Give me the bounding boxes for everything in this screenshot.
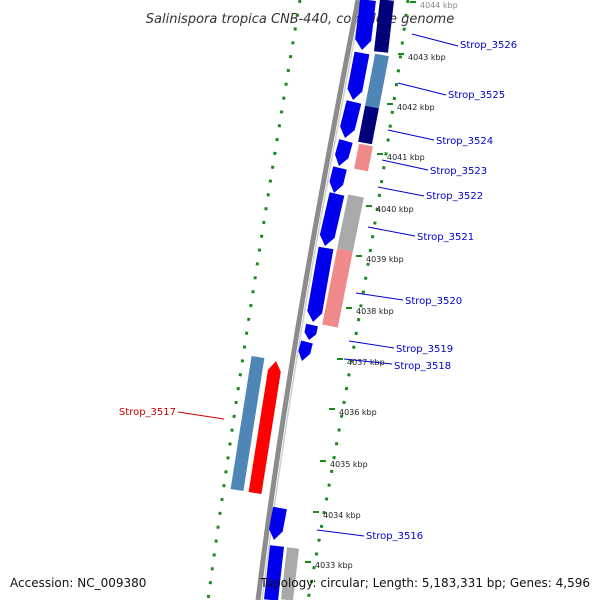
gene-block-gray [337,194,364,252]
gene-leader-line [381,159,429,171]
gene-block-steel [365,53,389,109]
gene-block-blue [298,340,313,361]
gene-block-blue [304,323,318,340]
gene-label[interactable]: Strop_3516 [366,531,423,542]
gene-block-steel [230,356,265,491]
gene-label[interactable]: Strop_3526 [460,40,517,51]
gene-label[interactable]: Strop_3520 [405,296,462,307]
gene-leader-line [343,358,393,365]
gene-leader-line [348,340,395,349]
scale-tick-label: 4036 kbp [339,408,377,417]
scale-tick-label: 4044 kbp [420,1,458,10]
gene-labels: Strop_3526 Strop_3525 Strop_3524 Strop_3523… [119,33,517,542]
gene-block-navy [358,105,379,145]
scale-tick-label: 4033 kbp [315,561,353,570]
gene-label[interactable]: Strop_3524 [436,136,493,147]
backbone-outer [255,0,361,600]
gene-block-blue [264,545,284,600]
gene-leader-line [411,33,459,47]
gene-block-blue [340,100,362,138]
inner-dotted-ring [306,0,410,600]
gene-block-blue [269,506,287,540]
gene-leader-line [316,529,365,537]
scale-tick-label: 4037 kbp [347,358,385,367]
gene-leader-line [387,129,435,141]
scale-tick-label: 4041 kbp [387,153,425,162]
gene-block-blue [335,139,353,166]
gene-label[interactable]: Strop_3525 [448,90,505,101]
map-title: Salinispora tropica CNB-440, complete ge… [146,12,454,27]
gene-leader-line [177,411,225,420]
gene-label[interactable]: Strop_3522 [426,191,483,202]
gene-label[interactable]: Strop_3518 [394,361,451,372]
scale-tick-label: 4038 kbp [356,307,394,316]
scale-tick-label: 4040 kbp [376,205,414,214]
scale-tick-label: 4035 kbp [330,460,368,469]
scale-tick-label: 4034 kbp [323,511,361,520]
gene-leader-line [397,82,447,96]
gene-block-blue [329,166,347,193]
gene-leader-line [367,226,416,237]
scale-tick-label: 4039 kbp [366,255,404,264]
gene-label[interactable]: Strop_3523 [430,166,487,177]
scale-ticks: 4044 kbp 4043 kbp 4042 kbp 4041 kbp 4040 kbp… [305,1,458,570]
gene-label[interactable]: Strop_3517 [119,407,176,418]
gene-block-red [248,361,281,494]
gene-block-blue [307,246,334,322]
topology-text: Topology: circular; Length: 5,183,331 bp… [259,576,590,590]
gene-leader-line [355,292,404,301]
gene-leader-line [377,186,425,197]
scale-tick-label: 4043 kbp [408,53,446,62]
gene-block-blue [355,0,376,50]
gene-block-salmon [354,143,373,172]
scale-tick-label: 4042 kbp [397,103,435,112]
outer-dotted-ring [206,0,302,600]
gene-features [230,0,394,600]
gene-block-blue [347,51,370,100]
gene-block-blue [319,192,345,246]
gene-block-gray [281,547,299,600]
accession-text: Accession: NC_009380 [10,576,146,590]
gene-block-navy [374,0,394,53]
gene-label[interactable]: Strop_3519 [396,344,453,355]
gene-block-salmon [322,248,353,328]
gene-label[interactable]: Strop_3521 [417,232,474,243]
